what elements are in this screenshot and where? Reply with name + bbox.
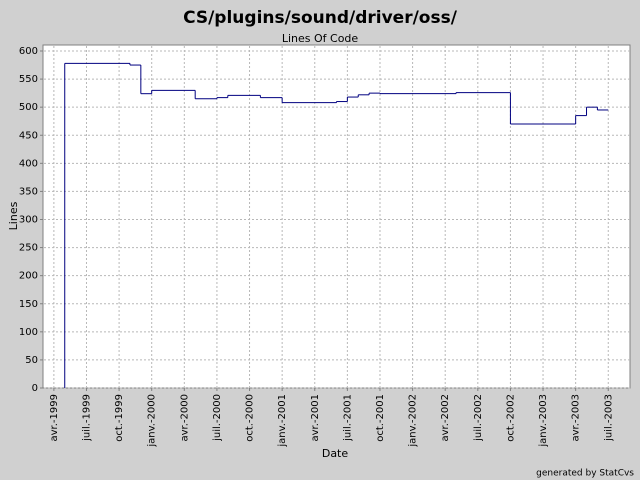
y-axis-label: Lines	[7, 201, 20, 230]
x-tick-label: janv.-2000	[147, 394, 158, 448]
y-tick-label: 0	[32, 383, 38, 394]
y-tick-label: 100	[19, 327, 38, 338]
y-tick-label: 600	[19, 46, 38, 57]
y-tick-label: 450	[19, 130, 38, 141]
x-tick-label: oct.-2002	[505, 394, 516, 442]
y-tick-label: 300	[19, 215, 38, 226]
y-tick-label: 350	[19, 186, 38, 197]
x-tick-label: oct.-1999	[114, 394, 125, 442]
y-tick-label: 200	[19, 271, 38, 282]
plot-area	[42, 44, 631, 389]
footer: generated by StatCvs	[536, 469, 634, 479]
y-tick-label: 250	[19, 243, 38, 254]
x-tick-label: juil.-1999	[81, 394, 92, 442]
x-tick-label: avr.-2000	[179, 394, 190, 441]
y-tick-label: 400	[19, 158, 38, 169]
x-tick-label: juil.-2001	[342, 394, 353, 442]
x-tick-label: juil.-2003	[603, 394, 614, 442]
x-tick-label: oct.-2001	[375, 394, 386, 442]
x-tick-label: janv.-2003	[538, 394, 549, 448]
x-axis-label: Date	[322, 447, 349, 460]
x-tick-label: avr.-2001	[310, 394, 321, 441]
y-tick-label: 50	[25, 355, 38, 366]
x-tick-label: avr.-2003	[571, 394, 582, 441]
y-tick-label: 150	[19, 299, 38, 310]
x-tick-label: avr.-1999	[49, 394, 60, 441]
x-tick-label: juil.-2000	[212, 394, 223, 442]
y-tick-label: 550	[19, 74, 38, 85]
x-tick-label: janv.-2001	[277, 394, 288, 448]
chart-subtitle: Lines Of Code	[282, 32, 359, 45]
x-tick-label: janv.-2002	[408, 394, 419, 448]
chart-title: CS/plugins/sound/driver/oss/	[183, 8, 458, 28]
x-tick-label: avr.-2002	[440, 394, 451, 441]
x-tick-label: juil.-2002	[473, 394, 484, 442]
x-tick-label: oct.-2000	[245, 394, 256, 442]
y-tick-label: 500	[19, 102, 38, 113]
